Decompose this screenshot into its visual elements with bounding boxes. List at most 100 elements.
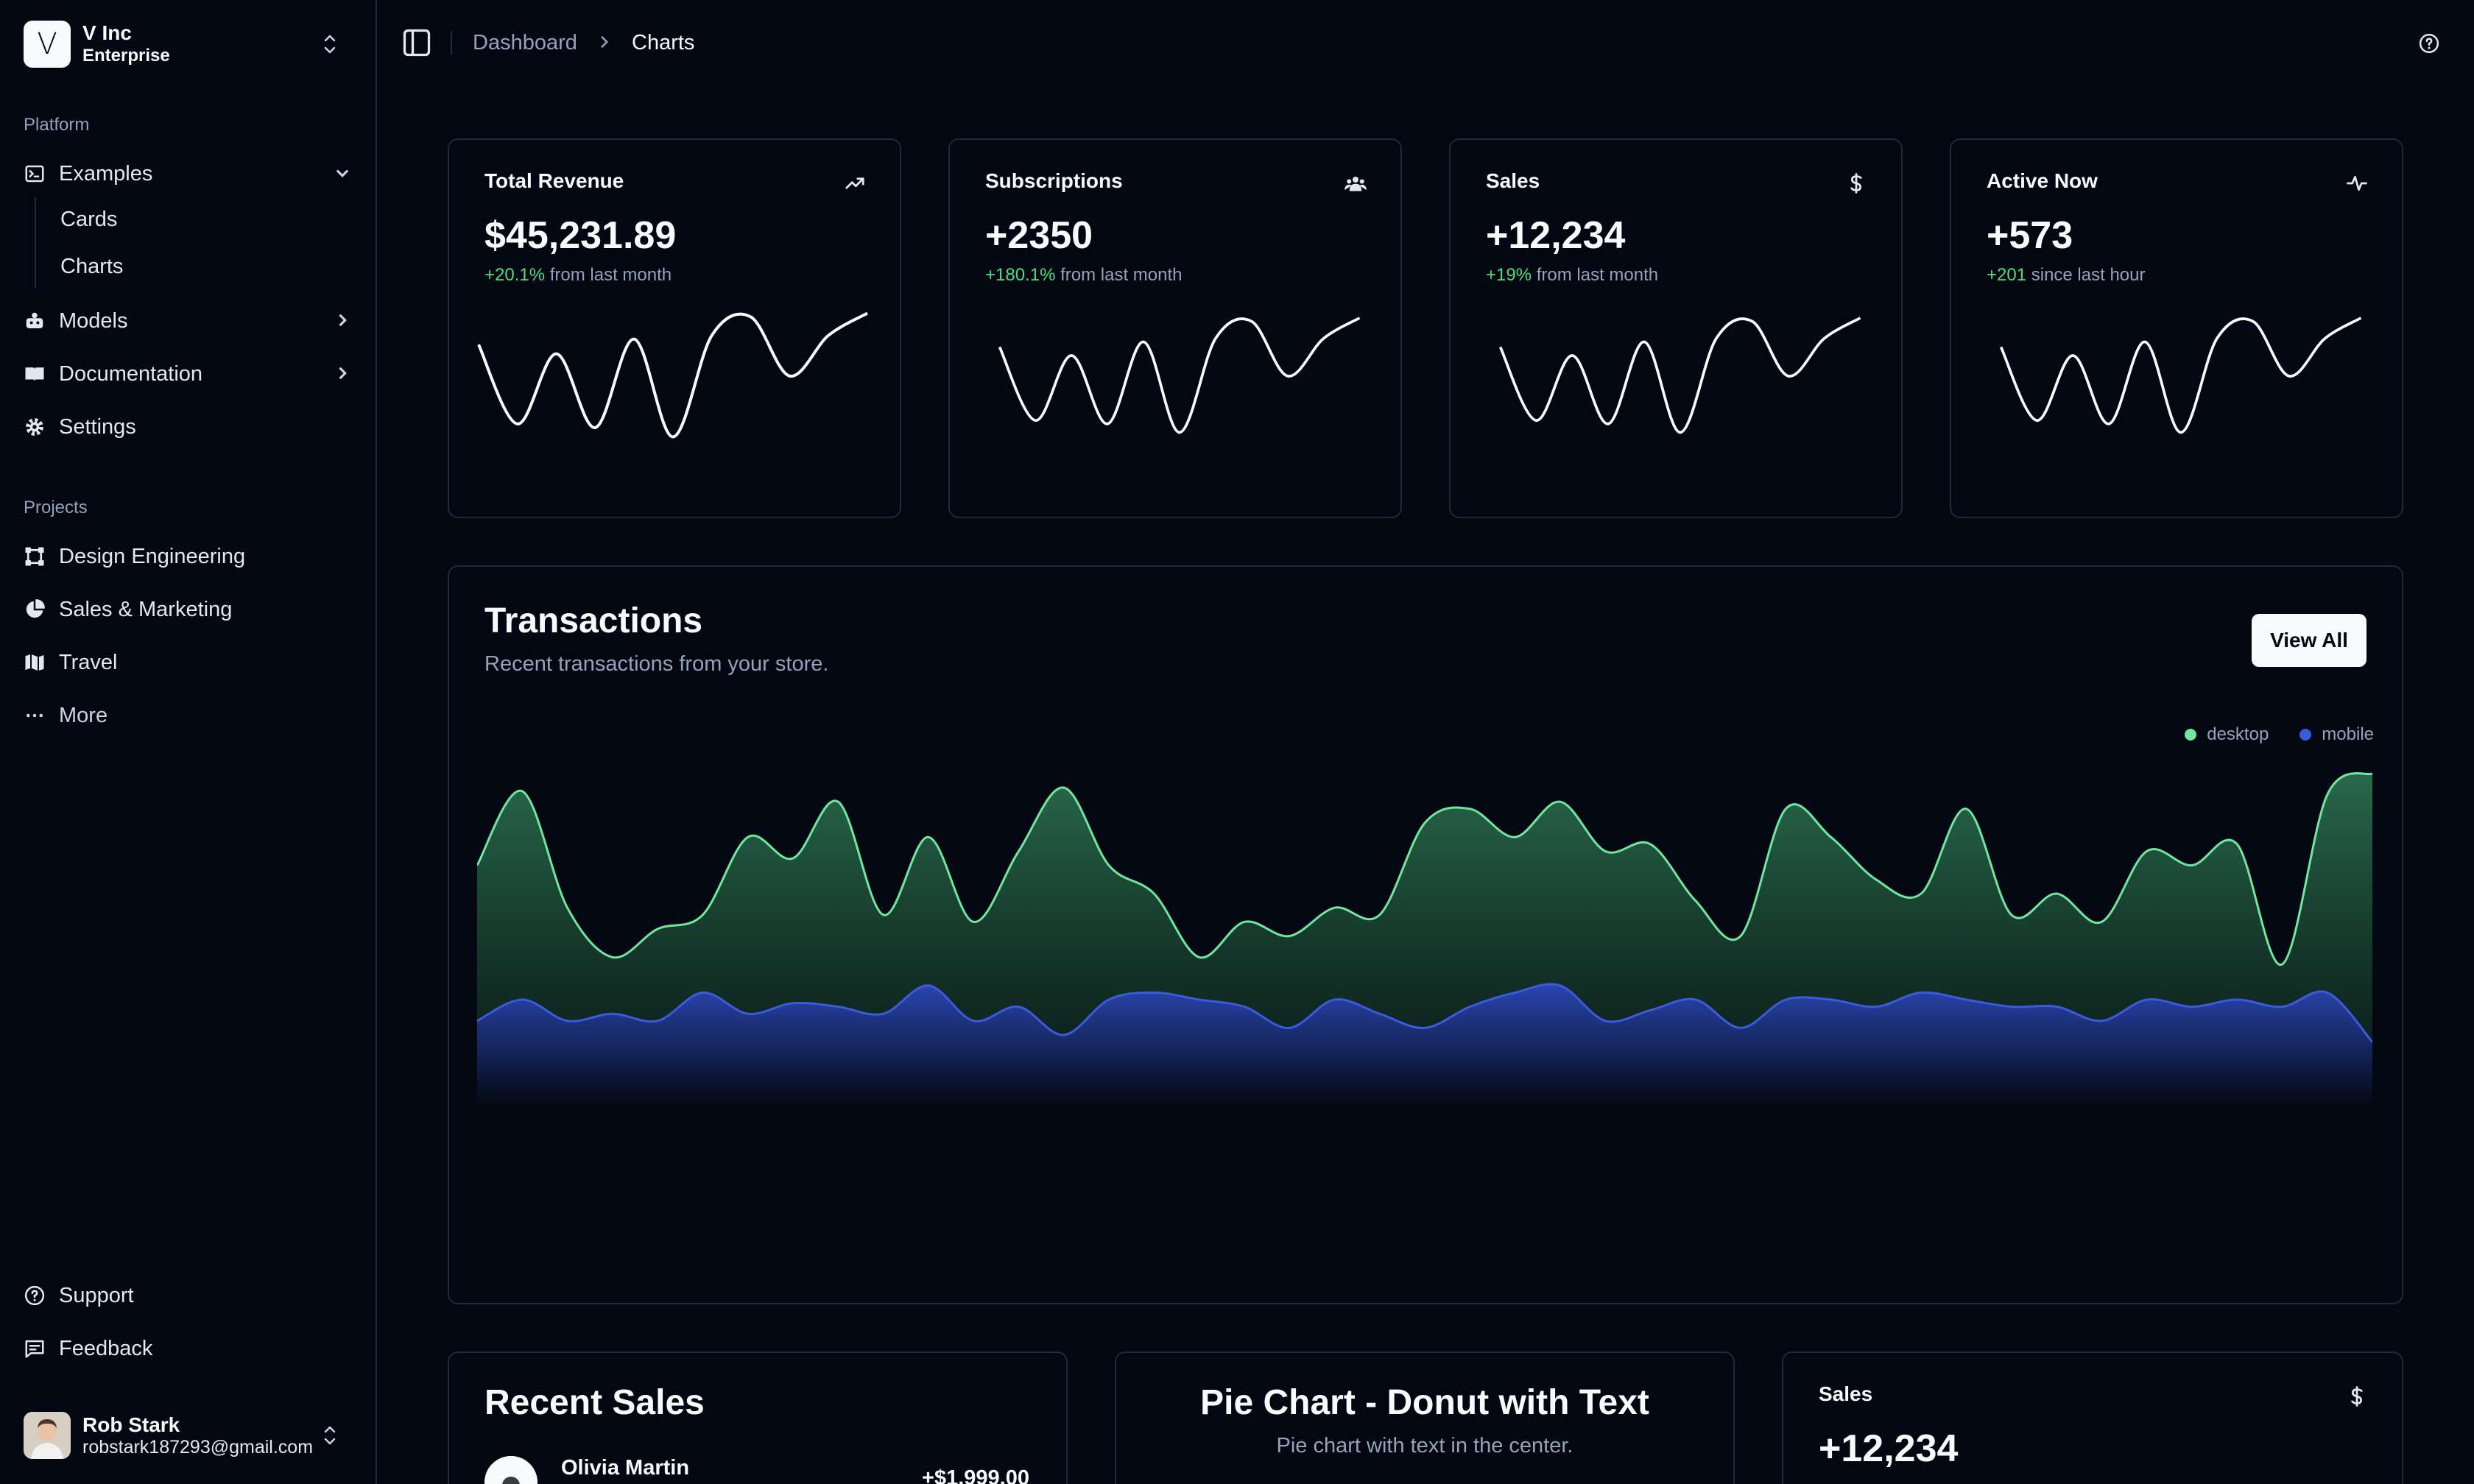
sidebar-item-label: Examples	[59, 161, 153, 186]
sidebar-item-label: Settings	[59, 414, 136, 439]
sidebar-item-models[interactable]: Models	[24, 299, 353, 343]
sidebar-item-examples[interactable]: Examples	[24, 152, 353, 196]
stat-card-total-revenue: Total Revenue $45,231.89 +20.1% from las…	[448, 138, 901, 518]
trending-up-icon	[845, 177, 864, 189]
pie-chart-card: Pie Chart - Donut with Text Pie chart wi…	[1115, 1352, 1735, 1484]
legend-item-mobile[interactable]: mobile	[2299, 724, 2374, 745]
sparkline	[1999, 317, 2362, 434]
area-fill-mobile	[477, 983, 2372, 1106]
pie-chart-icon	[24, 598, 46, 621]
sale-amount: +$1,999.00	[922, 1466, 1029, 1484]
sparkline	[998, 317, 1361, 434]
card-description: Recent transactions from your store.	[484, 652, 829, 676]
gear-icon	[24, 416, 46, 438]
chevron-down-icon	[336, 169, 348, 177]
sidebar: V V Inc Enterprise Platform Examples Car…	[0, 0, 377, 1484]
help-icon[interactable]	[2418, 32, 2440, 54]
stat-card-sales: Sales +12,234 +19% from last month	[1449, 138, 1903, 518]
chevrons-up-down-icon	[324, 35, 336, 54]
sidebar-item-feedback[interactable]: Feedback	[24, 1326, 353, 1371]
sidebar-item-travel[interactable]: Travel	[24, 640, 353, 685]
bot-icon	[24, 310, 46, 332]
stat-change: +180.1% from last month	[985, 265, 1183, 285]
sidebar-item-label: Support	[59, 1283, 134, 1307]
stat-card-subscriptions: Subscriptions +2350 +180.1% from last mo…	[948, 138, 1402, 518]
stat-value: +12,234	[1819, 1427, 1959, 1470]
user-name: Rob Stark	[82, 1413, 180, 1436]
sidebar-item-documentation[interactable]: Documentation	[24, 352, 353, 396]
sale-row: Olivia Martin +$1,999.00	[484, 1456, 1029, 1484]
team-switcher[interactable]: V V Inc Enterprise	[24, 19, 353, 69]
dollar-icon	[1850, 173, 1862, 194]
breadcrumb-current: Charts	[632, 31, 695, 54]
sparkline-line	[477, 311, 868, 439]
area-line-mobile	[477, 983, 2372, 1043]
view-all-button[interactable]: View All	[2252, 614, 2366, 667]
legend-label: mobile	[2322, 724, 2374, 744]
chart-legend: desktop mobile	[2154, 724, 2374, 745]
stat-card-active-now: Active Now +573 +201 since last hour	[1950, 138, 2403, 518]
sidebar-item-settings[interactable]: Settings	[24, 405, 353, 449]
more-horizontal-icon	[24, 704, 46, 727]
stat-value: +2350	[985, 214, 1093, 257]
sidebar-toggle-icon[interactable]	[401, 26, 433, 59]
sparkline-line	[998, 317, 1361, 434]
sparkline	[477, 311, 868, 439]
book-icon	[24, 363, 46, 385]
sparkline-line	[1498, 317, 1861, 434]
map-icon	[24, 651, 46, 674]
team-logo: V	[24, 21, 71, 68]
frame-icon	[24, 545, 46, 568]
sidebar-subitem-cards[interactable]: Cards	[60, 208, 118, 231]
message-square-icon	[24, 1338, 46, 1360]
sidebar-item-support[interactable]: Support	[24, 1273, 353, 1318]
sidebar-item-label: Travel	[59, 650, 118, 674]
stat-title: Total Revenue	[484, 169, 624, 192]
sidebar-item-design-engineering[interactable]: Design Engineering	[24, 534, 353, 579]
stat-change: +20.1% from last month	[484, 265, 672, 285]
projects-group-label: Projects	[24, 498, 88, 517]
recent-sales-card: Recent Sales Olivia Martin +$1,999.00	[448, 1352, 1068, 1484]
user-email: robstark187293@gmail.com	[82, 1436, 314, 1458]
sidebar-item-more[interactable]: More	[24, 693, 353, 738]
breadcrumb-dashboard[interactable]: Dashboard	[473, 31, 577, 54]
submenu-line	[35, 197, 36, 289]
chevrons-up-down-icon	[324, 1426, 336, 1445]
sparkline-line	[1999, 317, 2362, 434]
stat-title: Sales	[1819, 1382, 1873, 1405]
sidebar-item-label: Documentation	[59, 361, 203, 386]
header-separator	[451, 31, 452, 54]
stat-value: +12,234	[1486, 214, 1626, 257]
sidebar-subitem-charts[interactable]: Charts	[60, 255, 124, 278]
sidebar-item-label: Design Engineering	[59, 544, 246, 568]
stat-title: Subscriptions	[985, 169, 1123, 192]
legend-dot	[2299, 729, 2312, 741]
stat-change: +201 since last hour	[1987, 265, 2146, 285]
platform-group-label: Platform	[24, 115, 90, 135]
card-title: Pie Chart - Donut with Text	[1200, 1383, 1649, 1422]
sidebar-item-label: Sales & Marketing	[59, 597, 233, 621]
legend-dot	[2185, 729, 2197, 741]
activity-icon	[2347, 175, 2367, 191]
sparkline	[1498, 317, 1861, 434]
help-circle-icon	[24, 1285, 46, 1307]
sidebar-item-label: Feedback	[59, 1336, 153, 1360]
card-description: Pie chart with text in the center.	[1276, 1434, 1573, 1458]
sale-name: Olivia Martin	[561, 1456, 690, 1480]
team-plan: Enterprise	[82, 46, 170, 66]
area-chart[interactable]	[477, 752, 2372, 1106]
team-name: V Inc	[82, 21, 132, 44]
avatar	[484, 1456, 538, 1484]
dollar-icon	[2351, 1386, 2363, 1407]
sidebar-item-sales-marketing[interactable]: Sales & Marketing	[24, 587, 353, 632]
header: Dashboard Charts	[377, 0, 2474, 87]
avatar	[24, 1412, 71, 1459]
stat-value: +573	[1987, 214, 2073, 257]
user-menu[interactable]: Rob Stark robstark187293@gmail.com	[24, 1407, 353, 1463]
stat-change: +19% from last month	[1486, 265, 1659, 285]
area-line-desktop	[477, 772, 2372, 966]
stat-title: Active Now	[1987, 169, 2098, 192]
stat-value: $45,231.89	[484, 214, 677, 257]
legend-item-desktop[interactable]: desktop	[2185, 724, 2269, 745]
card-title: Recent Sales	[484, 1383, 705, 1422]
